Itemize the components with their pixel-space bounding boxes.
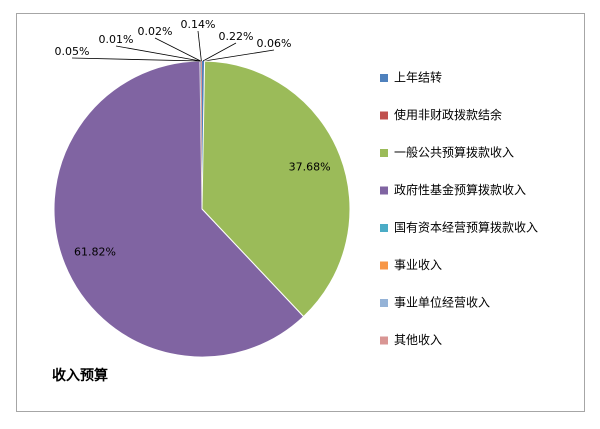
pie-slice [199,61,202,210]
leader-line [71,57,201,62]
leader-line [197,30,202,62]
legend-label: 一般公共预算拨款收入 [394,145,514,160]
data-label: 61.82% [74,245,116,258]
legend-label: 其他收入 [394,333,442,347]
data-label: 0.05% [55,45,90,58]
legend-label: 使用非财政拨款结余 [394,107,502,122]
legend-swatch [380,261,388,270]
legend-swatch [380,74,388,82]
legend-swatch [380,299,388,307]
legend-swatch [380,111,388,120]
data-label: 37.68% [289,160,331,173]
leader-line [154,37,201,62]
legend-swatch [380,336,388,345]
leader-line [204,49,275,62]
pie-slice [53,60,305,358]
data-label: 0.01% [99,33,134,46]
legend-swatch [380,224,388,232]
chart-title: 收入预算 [52,367,108,384]
data-label: 0.02% [138,25,173,38]
legend-label: 上年结转 [394,70,442,85]
leader-line [115,45,201,62]
pie-slice [201,60,351,318]
legend-label: 国有资本经营预算拨款收入 [394,220,538,235]
legend-swatch [380,186,388,195]
legend-label: 事业收入 [394,258,442,272]
legend-swatch [380,149,388,157]
data-label: 0.06% [257,37,292,50]
data-label: 0.14% [181,18,216,31]
legend-label: 事业单位经营收入 [394,295,490,310]
legend-label: 政府性基金预算拨款收入 [394,182,526,197]
pie-slice [200,61,202,210]
pie-slice [200,61,202,210]
data-label: 0.22% [219,30,254,43]
leader-line [202,42,237,62]
pie-slice [200,61,202,209]
